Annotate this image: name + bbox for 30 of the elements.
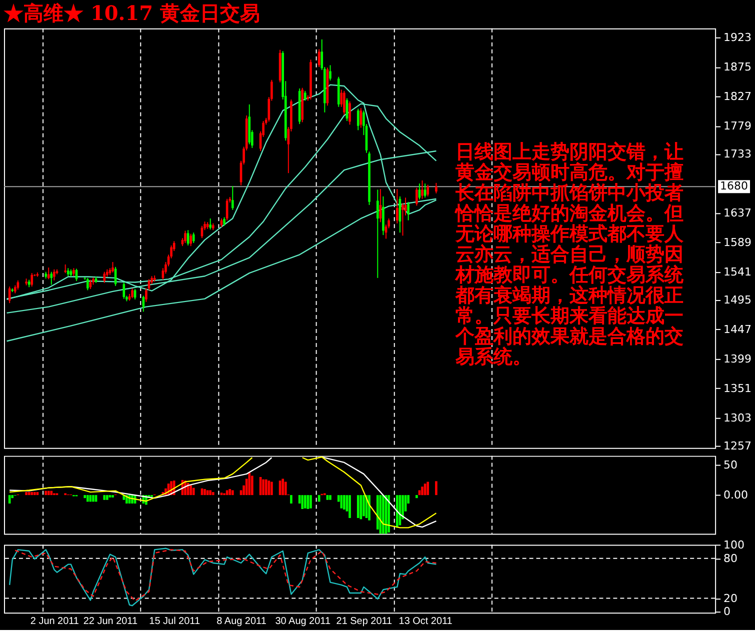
y-tick-label: 1495 (724, 294, 752, 307)
y-tick-label: 0 (724, 605, 731, 618)
y-tick-label: 1733 (724, 148, 752, 161)
y-tick-label: 1447 (724, 322, 752, 336)
y-tick-label: 1827 (724, 90, 752, 103)
y-tick-label: 1637 (724, 206, 752, 220)
x-tick-label: 2 Jun 2011 (30, 616, 80, 628)
ref-line-label: 1680 (720, 180, 748, 193)
text: 日线图上走势阴阳交错，让黄金交易顿时高危。对于擅长在陷阱中抓馅饼中小投者恰恰是绝好的淘金机会。但无论哪种操作模式都不要人云亦云，适合自己，顺势因材施教即可。任何交易系统都有衰竭期，这种情况很正常。只要长期来看能达成一个盈利的效果就是合格的交易系统。 (455, 141, 684, 368)
y-tick-label: 100 (724, 538, 744, 552)
y-tick-label: 1351 (724, 382, 752, 395)
y-tick-label: 1399 (724, 352, 752, 366)
y-tick-label: 1875 (724, 60, 752, 74)
x-tick-label: 13 Oct 2011 (398, 616, 453, 628)
y-tick-label: 1303 (724, 411, 752, 424)
chart-title: ★高维★ 10.17 黄金日交易 (3, 0, 260, 25)
x-tick-label: 22 Jun 2011 (83, 616, 138, 628)
y-tick-label: 0.00 (724, 488, 748, 502)
x-tick-label: 21 Sep 2011 (336, 616, 393, 628)
y-tick-label: 1923 (724, 31, 752, 44)
y-tick-label: 1541 (724, 265, 752, 278)
y-tick-label: 50 (724, 458, 738, 472)
x-tick-label: 30 Aug 2011 (275, 616, 331, 628)
y-tick-label: 1257 (724, 439, 752, 452)
x-tick-label: 8 Aug 2011 (216, 616, 267, 628)
y-tick-label: 1589 (724, 236, 752, 249)
y-tick-label: 20 (724, 592, 738, 605)
y-tick-label: 1779 (724, 119, 752, 132)
y-tick-label: 80 (724, 552, 738, 565)
x-tick-label: 15 Jul 2011 (149, 616, 200, 628)
